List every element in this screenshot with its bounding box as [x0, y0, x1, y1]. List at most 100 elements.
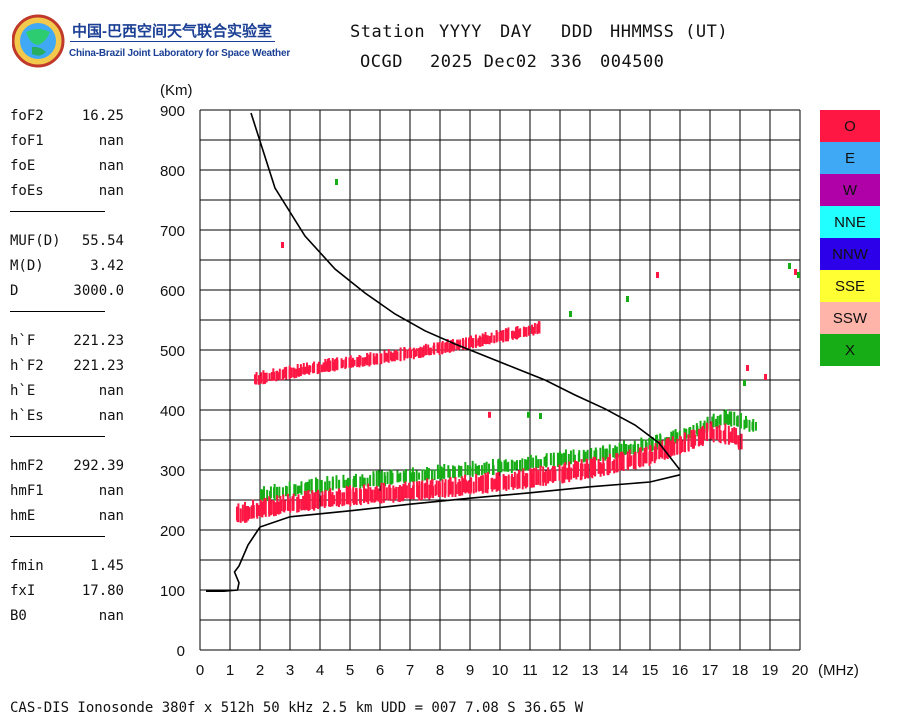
echo-mark — [403, 348, 406, 359]
echo-mark — [426, 478, 429, 499]
parameter-value: 1.45 — [90, 558, 124, 574]
echo-mark — [710, 421, 713, 440]
globe-logo-icon — [11, 14, 65, 68]
echo-mark — [288, 499, 291, 510]
echo-mark — [448, 478, 451, 495]
echo-mark — [288, 481, 291, 496]
echo-mark — [308, 365, 311, 375]
echo-mark — [277, 372, 280, 379]
parameter-row: h`E nan — [10, 383, 140, 408]
echo-mark — [516, 473, 519, 490]
echo-mark — [679, 435, 682, 455]
echo-mark — [413, 472, 416, 482]
echo-mark — [368, 355, 371, 365]
echo-mark — [363, 357, 366, 367]
echo-mark — [535, 455, 538, 468]
echo-mark — [287, 500, 290, 511]
parameter-value: nan — [98, 383, 124, 399]
echo-mark — [651, 451, 654, 462]
echo-mark — [369, 352, 372, 366]
echo-mark — [277, 501, 280, 515]
echo-mark — [275, 371, 278, 382]
echo-mark — [379, 490, 382, 504]
echo-mark — [515, 326, 518, 338]
parameter-row: fmin 1.45 — [10, 558, 140, 583]
echo-mark — [532, 468, 535, 488]
echo-mark — [335, 475, 338, 489]
echo-mark — [712, 413, 715, 428]
echo-mark — [532, 326, 535, 336]
echo-mark — [608, 453, 611, 474]
echo-mark — [351, 357, 354, 368]
echo-mark — [345, 479, 348, 488]
echo-mark — [402, 483, 405, 500]
echo-mark — [498, 334, 501, 341]
echo-mark — [409, 488, 412, 500]
echo-mark — [493, 335, 496, 344]
echo-mark — [663, 445, 666, 460]
echo-mark — [331, 357, 334, 371]
parameter-name: MUF(D) — [10, 233, 61, 249]
echo-mark — [278, 368, 281, 381]
echo-mark — [313, 361, 316, 373]
echo-mark — [345, 356, 348, 368]
parameter-separator — [10, 436, 105, 437]
parameter-row: hmF1 nan — [10, 483, 140, 508]
echo-mark — [457, 465, 460, 478]
echo-mark — [393, 350, 396, 361]
header-label-doy: DDD — [561, 22, 594, 42]
parameter-name: foF2 — [10, 108, 44, 124]
echo-mark — [618, 454, 621, 471]
echo-mark — [329, 494, 332, 507]
scatter-point — [539, 413, 542, 419]
echo-mark — [685, 429, 688, 438]
echo-mark — [328, 358, 331, 373]
echo-mark — [705, 422, 708, 440]
echo-mark — [513, 331, 516, 339]
echo-mark — [641, 439, 644, 451]
x-tick-label: 10 — [492, 662, 509, 679]
legend-item: O — [820, 110, 880, 142]
echo-mark — [643, 447, 646, 464]
echo-mark — [564, 462, 567, 480]
echo-mark — [373, 489, 376, 503]
echo-mark — [424, 346, 427, 356]
parameter-name: D — [10, 283, 19, 299]
echo-mark — [530, 468, 533, 486]
echo-mark — [527, 456, 530, 470]
x-axis-label: (MHz) — [818, 662, 859, 679]
echo-mark — [350, 359, 353, 368]
echo-mark — [367, 483, 370, 505]
echo-mark — [333, 362, 336, 372]
echo-mark — [422, 345, 425, 357]
echo-mark — [671, 436, 674, 454]
echo-mark — [658, 447, 661, 458]
echo-mark — [452, 343, 455, 352]
echo-mark — [258, 505, 261, 515]
echo-mark — [655, 434, 658, 451]
echo-mark — [314, 492, 317, 508]
echo-mark — [694, 434, 697, 446]
echo-mark — [606, 457, 609, 476]
echo-mark — [452, 465, 455, 478]
echo-mark — [393, 488, 396, 500]
echo-mark — [471, 338, 474, 349]
echo-mark — [687, 434, 690, 450]
lab-logo: 中国-巴西空间天气联合实验室 China-Brazil Joint Labora… — [11, 12, 290, 70]
echo-mark — [366, 353, 369, 366]
echo-mark — [479, 475, 482, 491]
echo-mark — [537, 321, 540, 332]
echo-mark — [651, 436, 654, 451]
echo-mark — [594, 464, 597, 476]
echo-mark — [262, 370, 265, 385]
header-label-year: YYYY — [439, 22, 482, 42]
x-tick-label: 15 — [642, 662, 659, 679]
echo-mark — [374, 487, 377, 502]
echo-mark — [237, 503, 240, 523]
parameter-row: D 3000.0 — [10, 283, 140, 308]
echo-mark — [409, 469, 412, 482]
echo-mark — [294, 484, 297, 497]
echo-mark — [423, 483, 426, 498]
echo-mark — [608, 444, 611, 460]
legend-item: NNW — [820, 238, 880, 270]
